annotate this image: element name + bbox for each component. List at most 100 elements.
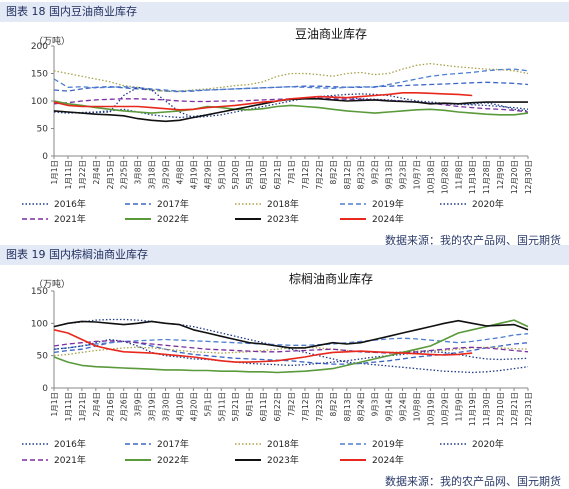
x-tick-label: 10月8日 — [412, 392, 421, 421]
x-tick-label: 5月11日 — [217, 392, 226, 421]
x-tick-label: 8月13日 — [343, 392, 352, 421]
legend-label-2021: 2021年 — [54, 213, 86, 225]
y-tick-label: 0 — [42, 384, 48, 394]
x-tick-label: 6月11日 — [259, 392, 268, 421]
legend-label-2021: 2021年 — [54, 454, 86, 466]
x-tick-label: 12月31日 — [524, 392, 533, 426]
x-tick-label: 7月1日 — [287, 160, 296, 185]
x-tick-label: 1月11日 — [64, 392, 73, 421]
legend-label-2019: 2019年 — [372, 438, 404, 450]
y-tick-label: 50 — [37, 125, 49, 135]
x-tick-label: 4月20日 — [189, 392, 198, 421]
x-tick-label: 2月4日 — [92, 392, 101, 417]
x-tick-label: 1月11日 — [64, 160, 73, 189]
x-tick-label: 4月10日 — [175, 392, 184, 421]
x-tick-label: 12月10日 — [496, 392, 505, 426]
y-tick-label: 200 — [31, 42, 48, 52]
x-tick-label: 11月9日 — [454, 392, 463, 421]
x-tick-label: 2月26日 — [120, 392, 129, 421]
series-line-2021 — [53, 340, 529, 354]
series-line-2024 — [53, 92, 473, 111]
x-tick-label: 3月8日 — [134, 160, 143, 185]
legend-label-2020: 2020年 — [472, 438, 504, 450]
x-tick-label: 11月30日 — [482, 392, 491, 426]
legend-label-2020: 2020年 — [472, 198, 504, 210]
source-note: 数据来源：我的农产品网、国元期货 — [385, 234, 561, 247]
x-tick-label: 8月23日 — [357, 160, 366, 189]
x-tick-label: 11月19日 — [468, 392, 477, 426]
legend-label-2022: 2022年 — [157, 454, 189, 466]
x-tick-label: 2月4日 — [92, 160, 101, 185]
legend-label-2024: 2024年 — [372, 213, 404, 225]
series-line-2019 — [53, 333, 529, 350]
legend-label-2018: 2018年 — [267, 198, 299, 210]
y-axis-label: （万吨） — [34, 35, 70, 47]
x-tick-label: 7月12日 — [301, 392, 310, 421]
x-tick-label: 1月1日 — [50, 160, 59, 185]
x-tick-label: 6月1日 — [245, 392, 254, 417]
legend-label-2016: 2016年 — [54, 438, 86, 450]
x-tick-label: 9月3日 — [371, 392, 380, 417]
chart-title: 豆油商业库存 — [295, 26, 367, 41]
x-tick-label: 12月30日 — [524, 160, 533, 194]
series-line-2018 — [53, 346, 529, 357]
series-line-2022 — [53, 319, 529, 374]
x-tick-label: 4月8日 — [175, 160, 184, 185]
x-tick-label: 9月13日 — [385, 160, 394, 189]
x-tick-label: 5月21日 — [231, 392, 240, 421]
series-line-2016 — [53, 318, 529, 374]
series-line-2024 — [53, 329, 473, 363]
x-tick-label: 2月25日 — [120, 160, 129, 189]
x-tick-label: 9月2日 — [371, 160, 380, 185]
chart-soybean-oil-stock: 豆油商业库存 （万吨） 0 50 100 150 200 1月1日 1月11日 1月22日 2月4日… — [22, 26, 533, 225]
legend-label-2017: 2017年 — [157, 198, 189, 210]
x-tick-label: 5月1日 — [203, 392, 212, 417]
x-tick-label: 7月23日 — [315, 392, 324, 421]
x-tick-label: 5月20日 — [231, 160, 240, 189]
x-tick-label: 12月9日 — [496, 160, 505, 189]
x-tick-label: 1月1日 — [50, 392, 59, 417]
x-tick-label: 8月2日 — [329, 160, 338, 185]
x-tick-label: 11月28日 — [482, 160, 491, 194]
x-tick-label: 4月19日 — [189, 160, 198, 189]
x-tick-label: 12月21日 — [510, 392, 519, 426]
legend-label-2022: 2022年 — [157, 213, 189, 225]
x-tick-label: 8月24日 — [357, 392, 366, 421]
series-line-2021 — [53, 97, 529, 113]
x-tick-label: 5月31日 — [245, 160, 254, 189]
x-tick-label: 1月22日 — [78, 160, 87, 189]
legend-label-2018: 2018年 — [267, 438, 299, 450]
legend-label-2019: 2019年 — [372, 198, 404, 210]
source-note: 数据来源：我的农产品网、国元期货 — [385, 475, 561, 488]
x-tick-label: 10月28日 — [440, 160, 449, 194]
series-line-2019 — [53, 68, 529, 92]
series-line-2020 — [53, 338, 529, 367]
y-tick-label: 0 — [42, 152, 48, 162]
x-tick-label: 6月22日 — [273, 392, 282, 421]
x-tick-label: 3月29日 — [162, 160, 171, 189]
chart-title: 棕榈油商业库存 — [289, 271, 373, 286]
x-tick-label: 10月19日 — [426, 392, 435, 426]
x-tick-label: 6月10日 — [259, 160, 268, 189]
legend-label-2024: 2024年 — [372, 454, 404, 466]
series-line-2022 — [53, 100, 529, 116]
x-tick-label: 10月29日 — [440, 392, 449, 426]
x-tick-label: 3月30日 — [162, 392, 171, 421]
x-tick-label: 12月20日 — [510, 160, 519, 194]
y-tick-label: 150 — [31, 287, 48, 297]
series-line-2017 — [53, 340, 529, 365]
y-tick-label: 100 — [31, 319, 48, 329]
series-line-2020 — [53, 86, 529, 119]
x-tick-label: 5月10日 — [217, 160, 226, 189]
x-tick-label: 11月18日 — [468, 160, 477, 194]
x-tick-label: 8月2日 — [329, 392, 338, 417]
x-tick-label: 2月16日 — [106, 392, 115, 421]
series-line-2017 — [53, 81, 529, 93]
y-tick-label: 100 — [31, 97, 48, 107]
legend-label-2023: 2023年 — [267, 454, 299, 466]
x-tick-label: 9月14日 — [385, 392, 394, 421]
x-tick-label: 9月23日 — [399, 160, 408, 189]
x-tick-label: 9月24日 — [399, 392, 408, 421]
x-tick-label: 3月18日 — [148, 160, 157, 189]
x-tick-label: 3月19日 — [148, 392, 157, 421]
